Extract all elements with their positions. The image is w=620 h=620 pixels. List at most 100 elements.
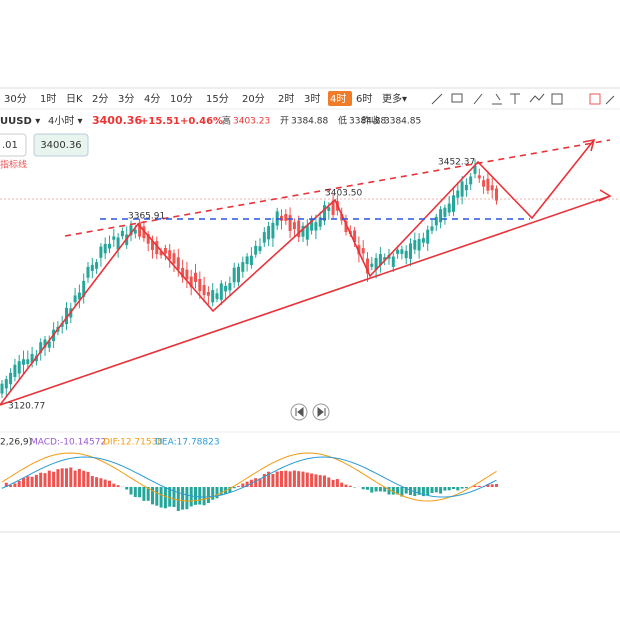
interval[interactable]: 20分 bbox=[242, 93, 265, 105]
macd-bar bbox=[26, 476, 30, 487]
macd-bar bbox=[133, 487, 137, 498]
indicator-note: 指标线 bbox=[0, 159, 27, 171]
candle-body bbox=[133, 229, 137, 234]
candle-body bbox=[103, 243, 107, 254]
macd-bar bbox=[181, 487, 185, 510]
drawings bbox=[0, 138, 612, 406]
icon[interactable] bbox=[589, 93, 601, 105]
candle-body bbox=[129, 225, 133, 236]
interval[interactable]: 更多▾ bbox=[382, 92, 407, 105]
candle-body bbox=[456, 190, 460, 198]
candle-body bbox=[473, 165, 477, 174]
period[interactable]: 4小时 ▾ bbox=[48, 115, 83, 127]
macd-bar bbox=[241, 483, 245, 487]
price: 3400.36 bbox=[92, 114, 142, 127]
interval[interactable]: 6时 bbox=[356, 93, 372, 105]
candle-body bbox=[318, 217, 322, 227]
macd-bar bbox=[275, 471, 279, 487]
interval[interactable]: 10分 bbox=[170, 93, 193, 105]
candle-body bbox=[469, 176, 473, 185]
macd-bar bbox=[486, 484, 490, 487]
macd-bar bbox=[125, 487, 129, 490]
macd-bar bbox=[439, 487, 443, 494]
candle-body bbox=[409, 243, 412, 259]
interval[interactable]: 4时 bbox=[330, 93, 346, 105]
candle-body bbox=[163, 247, 167, 254]
candle-body bbox=[421, 238, 425, 243]
macd-bar bbox=[56, 469, 60, 487]
candle-body bbox=[344, 220, 348, 233]
interval[interactable]: 4分 bbox=[144, 93, 160, 105]
macd-bar bbox=[202, 487, 206, 506]
order-right: 3400.36 bbox=[40, 140, 81, 151]
icon[interactable] bbox=[492, 93, 502, 105]
interval[interactable]: 日K bbox=[66, 94, 83, 105]
macd-bar bbox=[43, 473, 47, 487]
candle-body bbox=[245, 256, 249, 265]
macd-bar bbox=[254, 478, 258, 487]
macd-bar bbox=[447, 487, 451, 491]
macd-bar bbox=[219, 487, 223, 496]
price-annotation: 3452.37 bbox=[438, 158, 475, 168]
icon[interactable] bbox=[431, 93, 443, 105]
price-annotation: 3120.77 bbox=[8, 402, 45, 412]
macd-bar bbox=[99, 478, 103, 487]
interval[interactable]: 3时 bbox=[304, 93, 320, 105]
candle-body bbox=[434, 216, 438, 226]
icon[interactable] bbox=[529, 93, 545, 103]
candle-body bbox=[310, 219, 314, 231]
macd-bar bbox=[361, 487, 365, 490]
macd-bar bbox=[323, 475, 326, 487]
candle-body bbox=[464, 184, 468, 191]
interval[interactable]: 1时 bbox=[40, 93, 56, 105]
prev-close: 3384.85 bbox=[384, 117, 421, 127]
order-box[interactable] bbox=[0, 133, 27, 157]
macd-bar bbox=[305, 472, 309, 487]
macd-bar bbox=[267, 471, 271, 487]
candle-body bbox=[112, 236, 116, 240]
macd-bar bbox=[477, 485, 481, 487]
candle-body bbox=[477, 175, 481, 179]
macd-bar bbox=[262, 473, 266, 487]
candle-body bbox=[228, 283, 232, 291]
macd-bar bbox=[284, 470, 288, 487]
candle-body bbox=[39, 342, 43, 353]
zigzag bbox=[0, 139, 595, 406]
icon[interactable] bbox=[510, 93, 520, 104]
candle-body bbox=[374, 257, 378, 270]
macd-bar bbox=[297, 471, 301, 487]
macd-bar bbox=[288, 471, 292, 487]
candle-body bbox=[262, 232, 266, 243]
macd-bar bbox=[172, 487, 176, 508]
candle-body bbox=[26, 359, 30, 364]
interval[interactable]: 15分 bbox=[206, 93, 229, 105]
candle-body bbox=[417, 238, 421, 251]
icon[interactable] bbox=[473, 93, 483, 105]
interval[interactable]: 3分 bbox=[118, 93, 134, 105]
macd-bar bbox=[142, 487, 146, 501]
macd-bar bbox=[194, 487, 197, 505]
interval[interactable]: 30分 bbox=[4, 93, 27, 105]
arrow-head bbox=[598, 189, 612, 202]
icon[interactable] bbox=[605, 95, 615, 105]
icon[interactable] bbox=[551, 93, 563, 105]
macd-bar bbox=[378, 487, 382, 492]
candle-body bbox=[86, 266, 90, 278]
candle-body bbox=[151, 240, 154, 251]
macd-bar bbox=[348, 485, 352, 487]
macd-bar bbox=[198, 487, 202, 505]
macd-bar bbox=[404, 487, 408, 494]
candle-body bbox=[271, 222, 275, 239]
macd-bar bbox=[396, 487, 400, 495]
candle-body bbox=[443, 207, 447, 217]
icon[interactable] bbox=[451, 93, 463, 103]
candle-body bbox=[206, 291, 210, 296]
nav-icon bbox=[295, 406, 304, 418]
interval[interactable]: 2分 bbox=[92, 93, 108, 105]
interval[interactable]: 2时 bbox=[278, 93, 294, 105]
order-box[interactable] bbox=[33, 133, 89, 157]
macd-bar bbox=[370, 487, 374, 493]
candle-body bbox=[146, 234, 150, 244]
candle-body bbox=[370, 263, 374, 267]
symbol[interactable]: UUSD ▾ bbox=[0, 116, 40, 127]
